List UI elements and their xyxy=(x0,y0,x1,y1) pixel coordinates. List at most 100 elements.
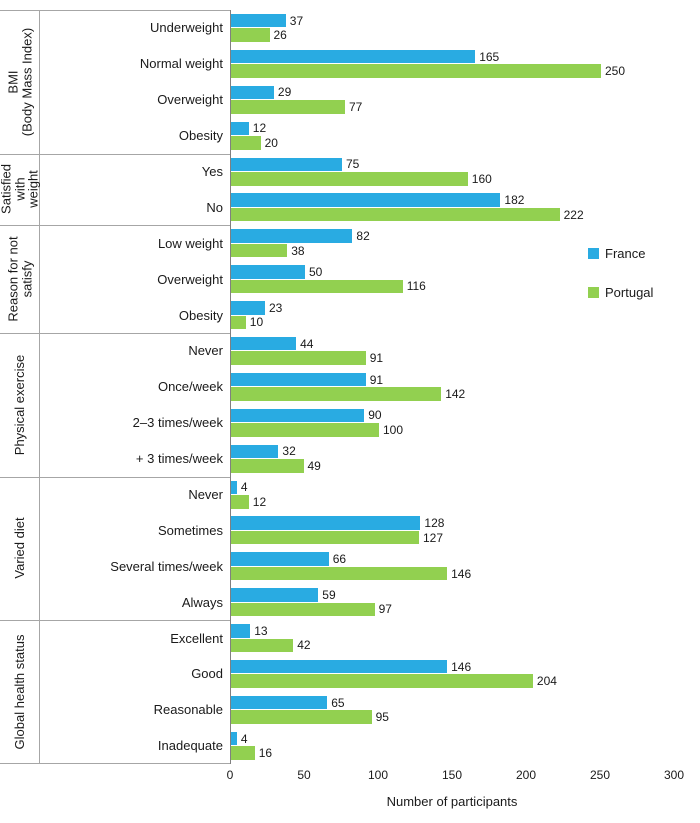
bars-cell: 90 100 xyxy=(230,404,700,441)
group-rows: Yes 75 160 No 182 222 xyxy=(40,153,700,226)
bars-cell: 182 222 xyxy=(230,189,700,226)
bar-portugal xyxy=(231,710,372,724)
category-row: 2–3 times/week 90 100 xyxy=(40,404,700,441)
bar-france xyxy=(231,588,319,602)
category-label: Inadequate xyxy=(157,738,223,754)
bar-france xyxy=(231,49,476,64)
category-group: Varied diet Never 4 12 Sometimes 128 127 Severa… xyxy=(0,476,700,621)
group-label-cell: Physical exercise xyxy=(0,333,40,477)
bar-portugal xyxy=(231,566,448,581)
bar-portugal xyxy=(231,351,366,365)
bar-line-portugal: 77 xyxy=(231,100,700,114)
bar-france xyxy=(231,13,286,28)
bar-portugal xyxy=(231,243,288,258)
bar-line-portugal: 127 xyxy=(231,531,700,545)
value-label: 65 xyxy=(331,695,345,710)
x-tick-label: 200 xyxy=(515,768,537,782)
bar-portugal xyxy=(231,387,442,401)
legend-swatch-portugal xyxy=(588,287,599,298)
bar-portugal xyxy=(231,530,419,545)
bar-france xyxy=(231,731,237,746)
bar-line-france: 182 xyxy=(231,193,700,207)
group-label-cell: Satisfied with weight xyxy=(0,153,40,226)
category-label: Overweight xyxy=(157,92,223,108)
category-label: Good xyxy=(191,666,223,682)
category-row: Overweight 29 77 xyxy=(40,81,700,118)
bar-line-france: 91 xyxy=(231,373,700,387)
category-label: Low weight xyxy=(157,235,223,251)
bars-cell: 23 10 xyxy=(230,297,700,334)
bar-portugal xyxy=(231,279,403,294)
value-label: 4 xyxy=(240,731,248,746)
bar-line-france: 65 xyxy=(231,696,700,710)
category-row: Low weight 82 38 xyxy=(40,225,700,262)
category-group: Physical exercise Never 44 91 Once/week 91 142… xyxy=(0,333,700,477)
category-label: Once/week xyxy=(157,379,223,395)
value-label: 42 xyxy=(297,638,311,653)
bar-france xyxy=(231,301,265,315)
value-label: 204 xyxy=(536,674,557,689)
bars-cell: 59 97 xyxy=(230,584,700,621)
category-label: Obesity xyxy=(178,128,223,144)
value-label: 77 xyxy=(349,99,363,114)
bar-line-portugal: 204 xyxy=(231,674,700,688)
value-label: 37 xyxy=(289,13,304,28)
bar-portugal xyxy=(231,207,560,222)
category-row: Never 44 91 xyxy=(40,333,700,369)
bar-france xyxy=(231,372,366,387)
value-label: 16 xyxy=(258,746,273,760)
category-label: Yes xyxy=(201,164,223,179)
value-label: 20 xyxy=(264,135,278,150)
x-tick-label: 150 xyxy=(441,768,463,782)
bar-line-portugal: 95 xyxy=(231,710,700,724)
category-label: + 3 times/week xyxy=(135,451,223,467)
bars-cell: 4 16 xyxy=(230,727,700,764)
bars-cell: 4 12 xyxy=(230,476,700,513)
bar-line-portugal: 42 xyxy=(231,638,700,653)
bar-france xyxy=(231,193,501,207)
category-group: Global health status Excellent 13 42 Good 146… xyxy=(0,620,700,764)
group-rows: Excellent 13 42 Good 146 204 Reasonable 65 95 Ina… xyxy=(40,620,700,764)
value-label: 97 xyxy=(378,602,392,617)
bar-france xyxy=(231,229,353,243)
bar-line-portugal: 142 xyxy=(231,387,700,401)
bar-line-portugal: 100 xyxy=(231,423,700,437)
category-row: Never 4 12 xyxy=(40,476,700,513)
category-row: Obesity 12 20 xyxy=(40,117,700,154)
bar-line-france: 146 xyxy=(231,660,700,674)
bar-line-france: 12 xyxy=(231,121,700,135)
category-group: Reason for not satisfy Low weight 82 38 Over… xyxy=(0,225,700,334)
bars-cell: 82 38 xyxy=(230,225,700,262)
bar-portugal xyxy=(231,638,294,653)
group-label-cell: Varied diet xyxy=(0,476,40,621)
category-row: No 182 222 xyxy=(40,189,700,226)
legend-swatch-france xyxy=(588,248,599,259)
x-tick-label: 300 xyxy=(663,768,685,782)
value-label: 49 xyxy=(307,458,321,473)
bar-line-france: 165 xyxy=(231,50,700,64)
group-rows: Low weight 82 38 Overweight 50 116 Obesity 23 10 xyxy=(40,225,700,334)
x-axis-ticks: 0 50 100 150 200 250 300 xyxy=(0,768,700,784)
legend-label-portugal: Portugal xyxy=(605,285,654,300)
category-row: Once/week 91 142 xyxy=(40,368,700,405)
value-label: 146 xyxy=(451,566,472,581)
value-label: 90 xyxy=(368,408,382,423)
bar-france xyxy=(231,408,365,423)
category-label: Excellent xyxy=(170,630,223,646)
category-label: No xyxy=(206,199,223,215)
bars-cell: 37 26 xyxy=(230,10,700,46)
category-row: Reasonable 65 95 xyxy=(40,691,700,728)
group-label: Varied diet xyxy=(11,517,27,579)
category-row: Excellent 13 42 xyxy=(40,620,700,657)
bar-line-france: 66 xyxy=(231,552,700,566)
value-label: 4 xyxy=(240,480,248,495)
bar-line-france: 90 xyxy=(231,408,700,423)
bar-portugal xyxy=(231,315,246,330)
value-label: 222 xyxy=(563,207,584,222)
bar-line-portugal: 250 xyxy=(231,64,700,78)
bars-cell: 128 127 xyxy=(230,512,700,549)
bar-line-france: 44 xyxy=(231,337,700,351)
group-rows: Underweight 37 26 Normal weight 165 250 Overwe… xyxy=(40,10,700,154)
group-rows: Never 44 91 Once/week 91 142 2–3 times/week 90 1… xyxy=(40,333,700,477)
